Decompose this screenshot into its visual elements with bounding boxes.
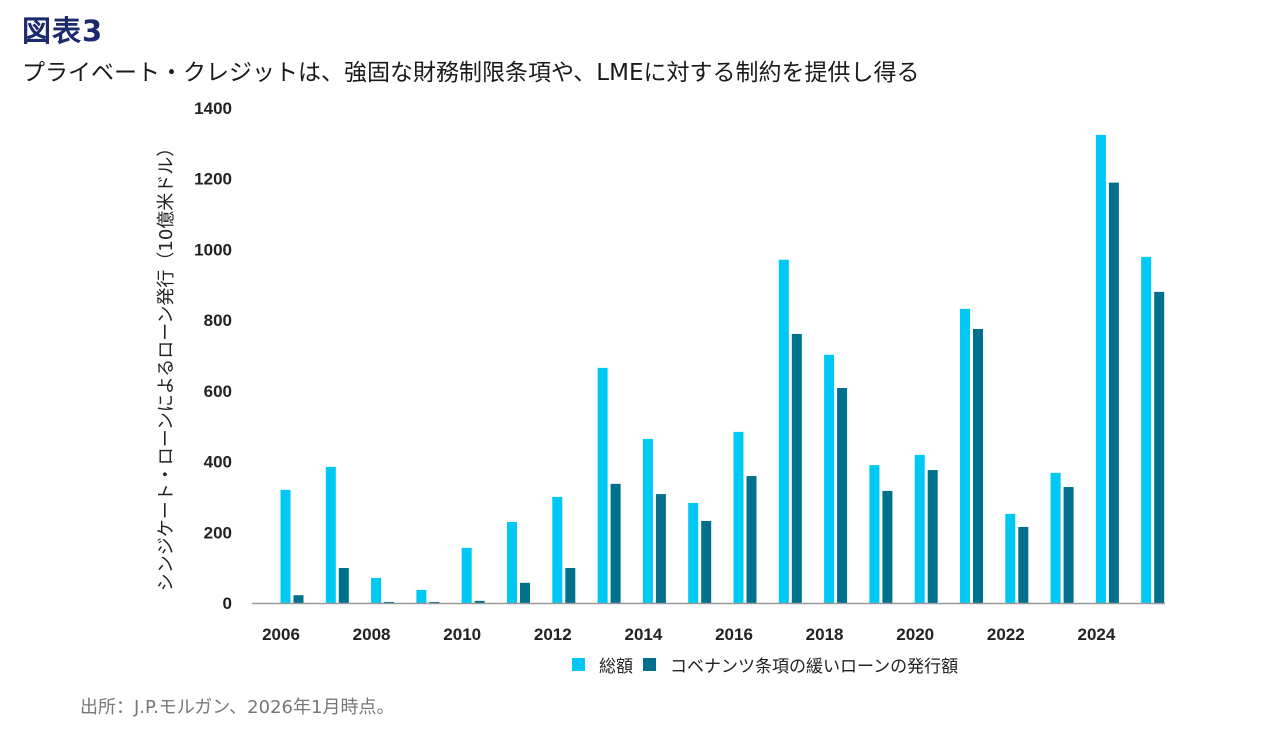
bar-total [416, 589, 427, 603]
bar-total [507, 522, 517, 603]
bar-total [914, 454, 925, 603]
bar-covenant-lite [791, 333, 802, 603]
bar-covenant-lite [701, 520, 712, 603]
bar-covenant-lite [1108, 182, 1119, 603]
bar-covenant-lite [1154, 291, 1165, 603]
bar-total [552, 496, 563, 603]
legend-swatch-covenant-lite [643, 658, 656, 671]
legend-item-total: 総額 [572, 652, 633, 677]
legend-swatch-total [572, 658, 585, 671]
y-axis-label: シンジケート・ローンによるローン発行（10億米ドル） [156, 139, 177, 592]
bar-total [325, 466, 336, 603]
bar-covenant-lite [293, 595, 304, 603]
x-tick-label: 2014 [624, 625, 662, 644]
bar-covenant-lite [927, 470, 938, 603]
y-tick-label: 600 [204, 382, 232, 401]
bar-total [597, 367, 608, 603]
bar-covenant-lite [520, 582, 530, 603]
legend-label-total: 総額 [599, 657, 633, 677]
x-axis-ticks: 2006 2008 2010 2012 2014 2016 2018 2020 2022 2024 [262, 625, 1116, 644]
bar-covenant-lite [1018, 526, 1029, 603]
y-tick-label: 800 [204, 311, 232, 330]
bar-covenant-lite [429, 601, 440, 603]
bar-covenant-lite [882, 490, 893, 603]
x-tick-label: 2020 [896, 625, 934, 644]
x-tick-label: 2018 [806, 625, 844, 644]
bar-covenant-lite [474, 600, 485, 603]
x-tick-label: 2024 [1077, 625, 1115, 644]
x-tick-label: 2006 [262, 625, 300, 644]
bar-covenant-lite [655, 494, 666, 603]
bar-total [280, 489, 291, 603]
legend-item-covenant-lite: コベナンツ条項の緩いローンの発行額 [643, 652, 958, 677]
bars [280, 134, 1165, 603]
bar-total [1095, 134, 1106, 603]
bar-total [1141, 256, 1152, 603]
y-tick-label: 1200 [194, 170, 232, 189]
x-tick-label: 2010 [443, 625, 481, 644]
bar-total [824, 354, 835, 603]
figure-title: プライベート・クレジットは、強固な財務制限条項や、LMEに対する制約を提供し得る [22, 60, 920, 86]
bar-total [1050, 472, 1061, 603]
bar-total [642, 438, 653, 603]
y-tick-label: 400 [204, 453, 232, 472]
y-tick-label: 200 [204, 523, 232, 542]
bar-total [869, 465, 880, 603]
bar-covenant-lite [610, 483, 621, 603]
x-tick-label: 2012 [534, 625, 572, 644]
bar-covenant-lite [973, 328, 983, 603]
bar-covenant-lite [837, 388, 848, 603]
bar-covenant-lite [565, 567, 576, 603]
bar-covenant-lite [338, 567, 349, 603]
bar-total [371, 577, 382, 603]
bar-total [461, 547, 472, 603]
bar-total [688, 502, 699, 603]
bar-covenant-lite [384, 601, 395, 603]
bar-covenant-lite [1063, 487, 1074, 603]
x-tick-label: 2008 [353, 625, 391, 644]
y-tick-label: 0 [223, 594, 232, 613]
source-note: 出所：J.P.モルガン、2026年1月時点。 [80, 697, 395, 718]
bar-total [733, 431, 744, 603]
legend: 総額 コベナンツ条項の緩いローンの発行額 [572, 652, 968, 677]
bar-total [1005, 513, 1016, 603]
y-tick-label: 1400 [194, 99, 232, 118]
y-axis-ticks: 0 200 400 600 800 1000 1200 1400 [194, 99, 232, 613]
legend-label-covenant-lite: コベナンツ条項の緩いローンの発行額 [670, 657, 959, 677]
x-tick-label: 2016 [715, 625, 753, 644]
x-tick-label: 2022 [987, 625, 1025, 644]
figure-label: 図表3 [22, 14, 104, 48]
bar-total [778, 259, 789, 603]
bar-covenant-lite [746, 476, 757, 603]
y-tick-label: 1000 [194, 240, 232, 259]
bar-total [960, 308, 970, 603]
